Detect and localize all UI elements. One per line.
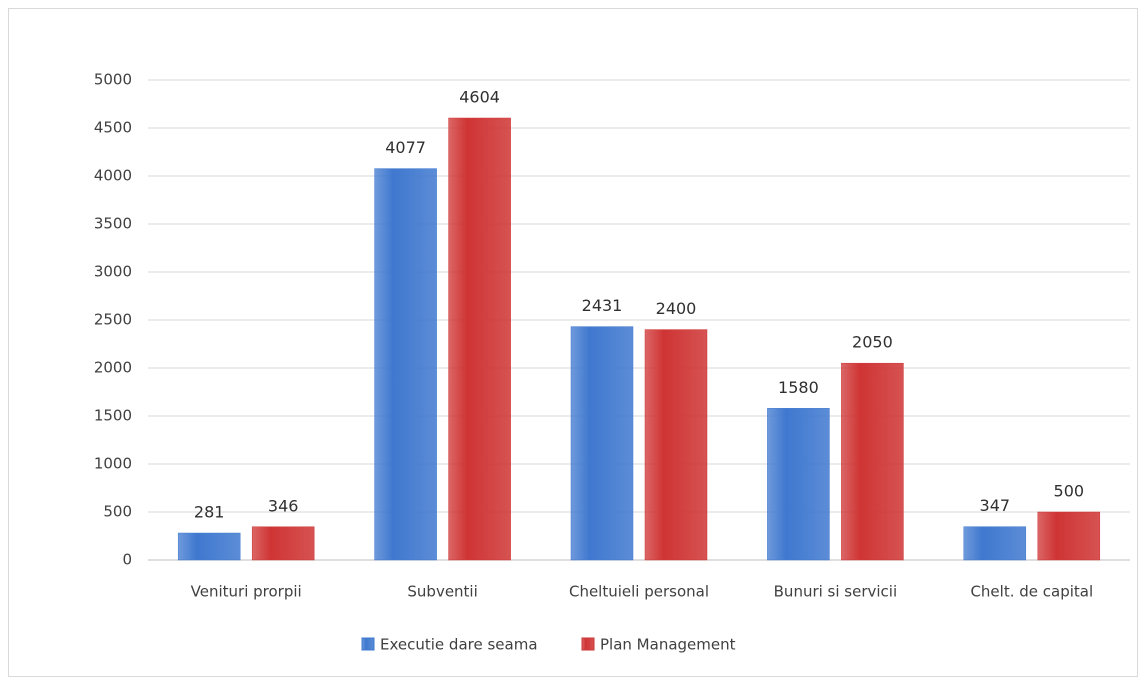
y-tick-label: 4500 bbox=[94, 119, 132, 137]
legend-label: Plan Management bbox=[600, 636, 736, 654]
y-tick-label: 500 bbox=[103, 503, 132, 521]
bar bbox=[177, 532, 241, 561]
legend-swatch bbox=[361, 637, 375, 651]
y-tick-label: 3000 bbox=[94, 263, 132, 281]
x-tick-label: Venituri prorpii bbox=[191, 583, 302, 601]
data-label: 2400 bbox=[656, 299, 697, 318]
y-tick-label: 1500 bbox=[94, 407, 132, 425]
data-label: 500 bbox=[1054, 482, 1085, 501]
x-tick-label: Subventii bbox=[407, 583, 477, 601]
y-tick-label: 3500 bbox=[94, 215, 132, 233]
bar bbox=[644, 329, 708, 561]
bar bbox=[374, 168, 437, 561]
y-tick-label: 4000 bbox=[94, 167, 132, 185]
data-label: 2431 bbox=[582, 296, 623, 315]
bar bbox=[841, 362, 904, 561]
x-tick-label: Chelt. de capital bbox=[970, 583, 1093, 601]
bar bbox=[251, 526, 315, 561]
y-tick-label: 5000 bbox=[94, 71, 132, 89]
bar bbox=[767, 408, 830, 561]
y-tick-label: 1000 bbox=[94, 455, 132, 473]
data-label: 4077 bbox=[385, 138, 426, 157]
data-label: 4604 bbox=[459, 88, 500, 107]
bar bbox=[963, 526, 1027, 561]
y-tick-label: 2500 bbox=[94, 311, 132, 329]
bar bbox=[448, 117, 511, 561]
legend-label: Executie dare seama bbox=[380, 636, 538, 654]
bar bbox=[570, 326, 634, 561]
y-tick-label: 0 bbox=[122, 551, 132, 569]
y-tick-label: 2000 bbox=[94, 359, 132, 377]
x-tick-label: Bunuri si servicii bbox=[774, 583, 898, 601]
legend-swatch bbox=[581, 637, 595, 651]
x-tick-label: Cheltuieli personal bbox=[569, 583, 709, 601]
data-label: 1580 bbox=[778, 378, 819, 397]
data-label: 347 bbox=[980, 496, 1011, 515]
data-label: 2050 bbox=[852, 333, 893, 352]
chart-border bbox=[8, 8, 1138, 677]
data-label: 281 bbox=[194, 503, 225, 522]
data-label: 346 bbox=[268, 496, 299, 515]
bar bbox=[1037, 511, 1101, 561]
